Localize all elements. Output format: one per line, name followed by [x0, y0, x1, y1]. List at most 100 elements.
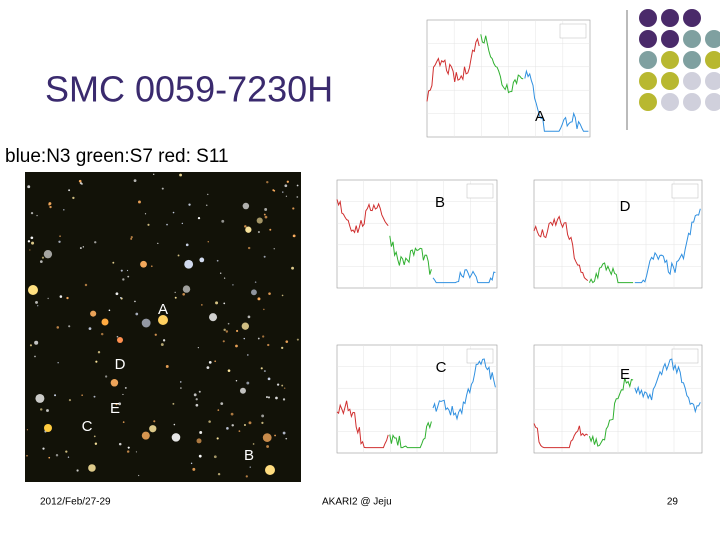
- star: [207, 241, 209, 243]
- spectrum-line: [588, 262, 634, 284]
- star: [195, 403, 199, 407]
- dot: [705, 72, 720, 90]
- star: [263, 255, 266, 258]
- bright-star: [44, 424, 52, 432]
- image-label: C: [82, 418, 93, 435]
- star: [122, 393, 124, 396]
- star: [138, 474, 140, 477]
- star: [217, 409, 220, 411]
- spectrum-line: [634, 208, 701, 284]
- spectrum-line: [634, 358, 701, 414]
- star: [67, 456, 70, 458]
- bright-star: [101, 318, 109, 326]
- star: [30, 236, 34, 240]
- star: [242, 202, 250, 210]
- star: [80, 182, 83, 185]
- star: [122, 278, 125, 281]
- dot: [639, 51, 657, 69]
- plot-legend: [671, 183, 699, 199]
- star: [120, 296, 122, 299]
- star: [296, 338, 299, 341]
- star: [227, 369, 231, 372]
- star: [244, 225, 247, 228]
- star: [192, 467, 196, 471]
- star: [281, 346, 284, 350]
- star: [112, 261, 115, 264]
- star: [134, 300, 136, 303]
- star: [257, 230, 260, 234]
- star: [281, 384, 284, 387]
- star: [177, 254, 180, 257]
- dot: [705, 51, 720, 69]
- star: [90, 310, 97, 317]
- star: [282, 398, 286, 401]
- star: [135, 312, 139, 316]
- star: [182, 292, 186, 296]
- star: [219, 272, 222, 274]
- star: [34, 355, 36, 358]
- star: [254, 281, 257, 283]
- star: [122, 421, 125, 423]
- star: [239, 387, 246, 394]
- star: [165, 365, 169, 368]
- panel-label: D: [620, 198, 631, 215]
- image-frame: [25, 172, 301, 482]
- star: [130, 237, 133, 240]
- bright-star: [117, 337, 123, 343]
- star: [42, 447, 45, 450]
- dot: [683, 72, 701, 90]
- footer-date: 2012/Feb/27-29: [40, 497, 111, 508]
- star: [209, 313, 218, 322]
- star: [198, 454, 202, 458]
- star: [126, 269, 129, 272]
- star: [185, 243, 189, 247]
- star: [241, 322, 249, 330]
- dot: [661, 30, 679, 48]
- star: [184, 259, 194, 269]
- star: [296, 196, 299, 198]
- star: [172, 211, 175, 214]
- star: [54, 394, 57, 397]
- star: [115, 403, 118, 406]
- star: [264, 215, 268, 219]
- star: [93, 395, 96, 398]
- dot: [639, 72, 657, 90]
- dot: [661, 51, 679, 69]
- star: [226, 427, 229, 430]
- star: [285, 340, 289, 343]
- star: [58, 240, 61, 243]
- star: [266, 396, 268, 398]
- plot-legend: [466, 183, 494, 199]
- spectrum-line: [533, 215, 589, 281]
- star: [267, 396, 271, 399]
- panel-label: C: [436, 359, 447, 376]
- star: [272, 189, 275, 192]
- star: [35, 300, 38, 304]
- star: [174, 291, 176, 294]
- star: [261, 414, 265, 418]
- bright-star: [28, 285, 38, 295]
- panel-label: A: [535, 108, 545, 125]
- star: [221, 219, 225, 223]
- star: [82, 246, 85, 248]
- star: [208, 361, 212, 364]
- plot-legend: [671, 348, 699, 364]
- panel-label: B: [435, 194, 445, 211]
- star: [235, 344, 238, 348]
- star: [292, 234, 296, 238]
- star: [36, 214, 38, 217]
- star: [220, 402, 224, 405]
- star: [266, 445, 270, 448]
- star: [281, 294, 284, 297]
- star: [216, 437, 219, 440]
- star: [261, 421, 264, 425]
- star: [39, 408, 43, 411]
- bright-star: [158, 315, 168, 325]
- image-labels: A D EC B: [82, 301, 254, 464]
- star: [198, 390, 201, 393]
- footer-event: AKARI2 @ Jeju: [322, 497, 392, 508]
- slide-title: SMC 0059-7230H: [45, 69, 333, 110]
- star: [140, 260, 147, 268]
- star: [56, 326, 60, 329]
- star: [197, 347, 199, 349]
